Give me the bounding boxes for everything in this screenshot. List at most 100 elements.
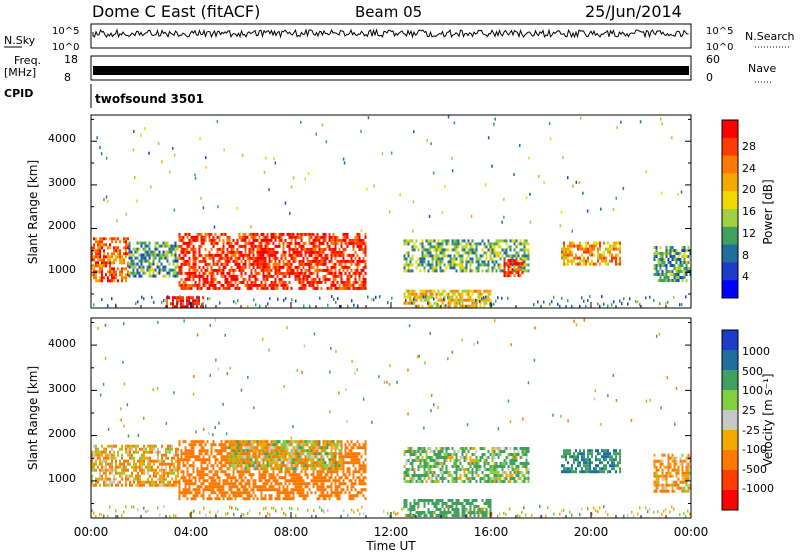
velocity-cell-r1 [230, 449, 233, 453]
velocity-cell-r3 [429, 447, 432, 450]
power-cell-r1 [166, 250, 169, 254]
power-cell-r2 [306, 256, 309, 260]
power-cell-r5 [417, 304, 420, 308]
power-cell-r2 [356, 286, 359, 290]
power-cell-r5 [433, 289, 436, 293]
velocity-cell-r1 [340, 476, 343, 480]
power-cell-r7 [617, 253, 619, 257]
power-cell-r2 [242, 235, 245, 239]
power-cell-r2 [204, 280, 207, 284]
power-cell-r2 [238, 244, 241, 248]
power-cell-r1 [132, 265, 135, 269]
power-clutter-cell [371, 298, 373, 301]
power-cell-r8 [673, 252, 676, 255]
velocity-cell-r1 [298, 476, 301, 480]
power-cell-r2 [222, 262, 225, 266]
power-sparse-cell [580, 116, 582, 120]
power-sparse-cell [172, 147, 174, 150]
power-cell-r2 [276, 286, 279, 290]
velocity-cell-r0 [139, 474, 141, 478]
power-cell-r4 [437, 248, 440, 252]
velocity-cell-r0 [147, 456, 149, 460]
velocity-cell-r0 [131, 474, 133, 478]
power-cell-r5 [471, 292, 474, 296]
power-cell-r1 [138, 259, 141, 263]
power-cell-r7 [565, 250, 567, 254]
velocity-cell-r1 [218, 467, 221, 471]
power-cell-r6 [517, 262, 520, 266]
velocity-cell-r1 [218, 485, 221, 489]
power-cell-r2 [248, 247, 251, 251]
power-cell-r4 [505, 248, 508, 252]
power-cell-r2 [316, 271, 319, 275]
power-cell-r2 [290, 253, 293, 257]
power-cell-r5 [407, 295, 410, 299]
velocity-cell-r3 [411, 447, 414, 450]
power-cell-r4 [415, 239, 418, 243]
velocity-cell-r3 [419, 474, 422, 477]
velocity-cell-r0 [177, 462, 179, 466]
power-cell-r2 [204, 268, 207, 272]
power-cell-r2 [306, 262, 309, 266]
velocity-cell-r0 [111, 453, 113, 457]
velocity-cell-r2 [312, 449, 315, 453]
power-sparse-cell [373, 184, 375, 188]
velocity-cell-r1 [284, 494, 287, 498]
velocity-cell-r2 [256, 458, 259, 462]
power-cell-r8 [675, 252, 678, 255]
power-cell-r5 [421, 295, 424, 299]
power-cell-r2 [294, 235, 297, 239]
velocity-cell-r0 [161, 471, 163, 475]
power-cell-r2 [238, 286, 241, 290]
velocity-cell-r1 [272, 476, 275, 480]
power-clutter-cell [367, 295, 369, 299]
velocity-cell-r2 [298, 446, 301, 450]
power-cell-r2 [304, 283, 307, 287]
power-cell-r2 [226, 271, 229, 275]
power-cell-r4 [465, 269, 468, 273]
power-cell-r2 [296, 241, 299, 245]
power-cell-r7 [579, 256, 581, 260]
velocity-cell-r2 [298, 449, 301, 453]
velocity-cell-r0 [125, 483, 127, 487]
power-cell-r7 [563, 241, 565, 245]
power-sparse-cell [451, 169, 454, 173]
velocity-cell-r0 [129, 453, 131, 457]
velocity-cell-r1 [302, 461, 305, 465]
power-cell-r2 [308, 283, 311, 287]
power-cell-r8 [655, 255, 658, 258]
velocity-cell-r1 [232, 470, 235, 474]
velocity-cell-r0 [121, 471, 123, 475]
power-cell-r0 [115, 255, 117, 259]
power-cell-r2 [222, 238, 225, 242]
velocity-cell-r3 [403, 471, 406, 474]
velocity-cell-r1 [242, 491, 245, 495]
velocity-cell-r3 [403, 480, 406, 483]
power-cell-r2 [284, 280, 287, 284]
power-cell-r2 [178, 280, 181, 284]
power-cell-r4 [451, 242, 454, 246]
velocity-cell-r1 [342, 461, 345, 465]
velocity-cell-r0 [109, 480, 111, 484]
velocity-cell-r1 [292, 497, 295, 501]
power-cell-r0 [99, 249, 101, 253]
velocity-cell-r0 [129, 462, 131, 466]
power-clutter-cell [235, 301, 237, 305]
velocity-cell-r1 [182, 452, 185, 456]
velocity-cell-r0 [137, 480, 139, 484]
velocity-cell-r1 [342, 458, 345, 462]
power-cell-r4 [461, 263, 464, 267]
velocity-cell-r2 [238, 443, 241, 447]
power-cell-r2 [284, 262, 287, 266]
velocity-cell-r2 [294, 455, 297, 459]
power-cell-r2 [216, 259, 219, 263]
power-sparse-cell [107, 199, 109, 203]
power-cell-r2 [198, 244, 201, 248]
power-cell-r2 [360, 238, 363, 242]
velocity-cell-r1 [230, 461, 233, 465]
power-cell-r5 [455, 301, 458, 305]
power-cell-r4 [437, 245, 440, 249]
velocity-cell-r2 [234, 440, 237, 444]
velocity-cell-r1 [356, 470, 359, 474]
power-cell-r2 [202, 265, 205, 269]
